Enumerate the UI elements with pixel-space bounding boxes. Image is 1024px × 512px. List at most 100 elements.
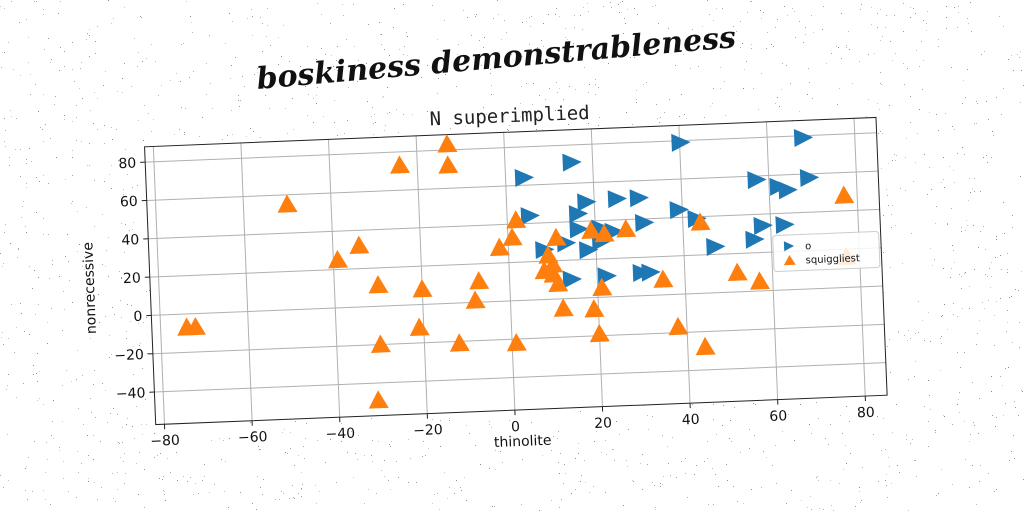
speckle [111, 165, 112, 166]
speckle [163, 476, 164, 477]
speckle [486, 114, 487, 115]
speckle [1003, 415, 1004, 416]
speckle [341, 423, 342, 424]
speckle [584, 460, 585, 461]
speckle [737, 501, 738, 502]
speckle [761, 18, 762, 19]
speckle [378, 441, 379, 442]
speckle [184, 132, 185, 133]
y-tick-label: −20 [114, 347, 144, 364]
speckle [722, 8, 723, 9]
speckle [193, 494, 194, 495]
speckle [902, 263, 903, 264]
speckle [1007, 272, 1008, 273]
speckle [896, 155, 897, 156]
speckle [786, 503, 787, 504]
speckle [72, 157, 73, 158]
speckle [371, 418, 372, 419]
speckle [1005, 403, 1006, 404]
speckle [1000, 376, 1001, 377]
speckle [954, 7, 955, 8]
speckle [449, 487, 450, 488]
point-squiggliest [449, 333, 470, 352]
speckle [915, 333, 916, 334]
speckle [564, 464, 565, 465]
speckle [267, 25, 268, 26]
speckle [87, 165, 88, 166]
speckle [475, 16, 476, 17]
speckle [692, 29, 693, 30]
x-axis-label: thinolite [494, 433, 552, 451]
point-squiggliest [546, 227, 567, 247]
speckle [897, 465, 898, 466]
point-squiggliest [185, 317, 206, 336]
speckle [498, 14, 499, 15]
speckle [157, 455, 158, 456]
speckle [895, 53, 896, 54]
speckle [1020, 51, 1021, 52]
speckle [467, 17, 468, 18]
speckle [911, 233, 912, 234]
point-o [577, 193, 597, 212]
speckle [170, 472, 171, 473]
speckle [269, 77, 270, 78]
speckle [970, 192, 971, 193]
speckle [55, 96, 56, 97]
speckle [366, 63, 367, 64]
speckle [565, 473, 566, 474]
speckle [957, 352, 958, 353]
speckle [598, 87, 599, 88]
legend-marker-o [783, 241, 795, 252]
speckle [84, 269, 85, 270]
legend-box [772, 231, 881, 273]
speckle [174, 134, 175, 135]
speckle [176, 73, 177, 74]
speckle [965, 230, 966, 231]
speckle [390, 446, 391, 447]
speckle [126, 424, 127, 425]
speckle [463, 10, 464, 11]
speckle [1012, 342, 1013, 343]
speckle [636, 99, 637, 100]
speckle [874, 53, 875, 54]
speckle [541, 40, 542, 41]
speckle [926, 30, 927, 31]
speckle [390, 489, 391, 490]
speckle [740, 21, 741, 22]
speckle [658, 23, 659, 24]
speckle [407, 55, 408, 56]
speckle [934, 259, 935, 260]
speckle [490, 73, 491, 74]
speckle [76, 379, 77, 380]
speckle [39, 181, 40, 182]
speckle [106, 250, 107, 251]
speckle [887, 195, 888, 196]
speckle [563, 99, 564, 100]
speckle [449, 418, 450, 419]
point-squiggliest [438, 155, 459, 174]
speckle [77, 451, 78, 452]
speckle [959, 412, 960, 413]
speckle [181, 107, 182, 108]
speckle [25, 226, 26, 227]
speckle [969, 441, 970, 442]
speckle [859, 487, 860, 488]
speckle [945, 113, 946, 114]
legend-label-o: o [805, 241, 812, 252]
speckle [782, 431, 783, 432]
speckle [122, 442, 123, 443]
speckle [883, 418, 884, 419]
y-tick-label: 40 [121, 232, 139, 249]
speckle [389, 444, 390, 445]
speckle [76, 140, 77, 141]
point-squiggliest [543, 254, 564, 274]
speckle [138, 120, 139, 121]
speckle [380, 34, 381, 35]
speckle [209, 492, 210, 493]
speckle [915, 13, 916, 14]
speckle [588, 92, 589, 93]
point-squiggliest [409, 317, 430, 337]
speckle [595, 84, 596, 85]
speckle [903, 63, 904, 64]
speckle [569, 86, 570, 87]
